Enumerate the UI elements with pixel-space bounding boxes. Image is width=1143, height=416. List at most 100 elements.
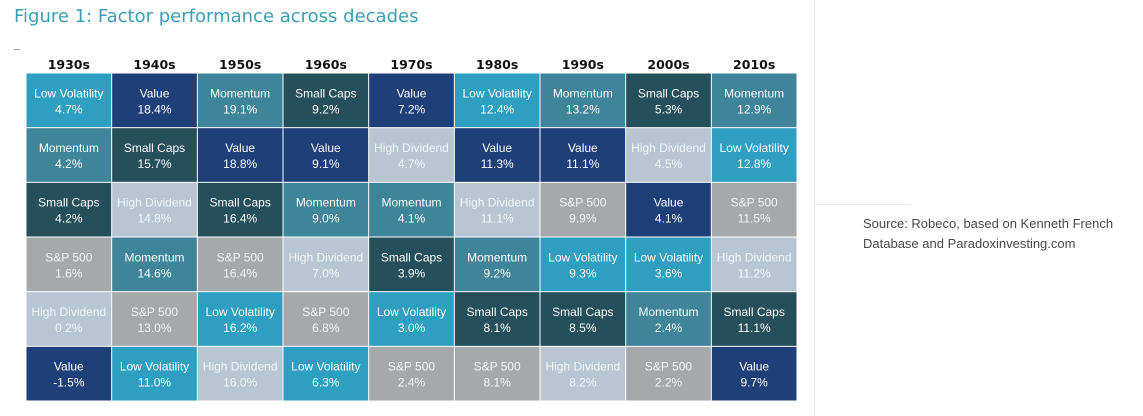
return-value-label: 11.3% bbox=[481, 157, 514, 171]
return-value-label: 2.4% bbox=[655, 321, 683, 335]
factor-label: Momentum bbox=[296, 196, 356, 210]
table-cell: S&P 500 6.8% bbox=[283, 292, 369, 346]
decade-header-1960s: 1960s bbox=[305, 57, 347, 72]
cell-bg-sandp-500 bbox=[454, 346, 540, 401]
factor-label: Low Volatility bbox=[377, 305, 446, 319]
table-cell: Momentum 13.2% bbox=[540, 73, 626, 128]
factor-label: Low Volatility bbox=[291, 360, 360, 374]
table-cell: Low Volatility 16.2% bbox=[197, 292, 283, 346]
cell-bg-sandp-500 bbox=[540, 182, 626, 237]
return-value-label: 9.2% bbox=[483, 266, 511, 280]
factor-label: Value bbox=[654, 196, 684, 210]
return-value-label: 9.0% bbox=[312, 212, 340, 226]
cell-bg-high-dividend bbox=[540, 346, 626, 401]
cell-bg-value bbox=[454, 128, 540, 182]
cell-bg-high-dividend bbox=[112, 182, 197, 237]
return-value-label: 19.1% bbox=[223, 102, 257, 116]
table-cell: Small Caps 9.2% bbox=[283, 73, 369, 128]
return-value-label: 3.0% bbox=[398, 321, 426, 335]
cell-bg-value bbox=[112, 73, 197, 128]
factor-label: Low Volatility bbox=[205, 305, 274, 319]
factor-label: Value bbox=[140, 86, 170, 100]
factor-label: Small Caps bbox=[552, 305, 613, 319]
cell-bg-high-dividend bbox=[711, 237, 797, 292]
table-cell: Momentum 9.2% bbox=[454, 237, 540, 292]
table-cell: S&P 500 16.4% bbox=[197, 237, 283, 292]
return-value-label: 8.1% bbox=[483, 321, 511, 335]
table-cell: Low Volatility 4.7% bbox=[26, 73, 112, 128]
factor-label: High Dividend bbox=[460, 196, 535, 210]
table-cell: Low Volatility 3.0% bbox=[369, 292, 454, 346]
table-cell: High Dividend 11.2% bbox=[711, 237, 797, 292]
cell-bg-momentum bbox=[369, 182, 454, 237]
table-cell: Value 11.3% bbox=[454, 128, 540, 182]
table-cell: High Dividend 4.5% bbox=[626, 128, 711, 182]
title-rule bbox=[14, 49, 20, 50]
cell-bg-high-dividend bbox=[283, 237, 369, 292]
return-value-label: 9.7% bbox=[740, 376, 768, 390]
cell-bg-sandp-500 bbox=[369, 346, 454, 401]
source-note: Source: Robeco, based on Kenneth French … bbox=[863, 216, 1114, 251]
factor-label: High Dividend bbox=[631, 141, 706, 155]
source-rule bbox=[814, 204, 911, 205]
factor-performance-table: 1930s Low Volatility 4.7% Momentum 4.2% Small… bbox=[26, 54, 797, 401]
factor-label: Value bbox=[225, 141, 255, 155]
table-cell: S&P 500 13.0% bbox=[112, 292, 197, 346]
cell-bg-small-caps bbox=[26, 182, 112, 237]
table-cell: Low Volatility 12.4% bbox=[454, 73, 540, 128]
table-cell: Low Volatility 6.3% bbox=[283, 346, 369, 401]
factor-label: Low Volatility bbox=[719, 141, 788, 155]
factor-label: Momentum bbox=[210, 86, 270, 100]
return-value-label: 16.2% bbox=[223, 321, 257, 335]
return-value-label: 7.0% bbox=[312, 266, 340, 280]
return-value-label: 11.1% bbox=[738, 321, 771, 335]
table-cell: Small Caps 16.4% bbox=[197, 182, 283, 237]
return-value-label: 4.7% bbox=[398, 157, 426, 171]
decade-header-1980s: 1980s bbox=[476, 57, 518, 72]
return-value-label: 12.8% bbox=[737, 157, 771, 171]
table-cell: High Dividend 14.8% bbox=[112, 182, 197, 237]
table-cell: Small Caps 11.1% bbox=[711, 292, 797, 346]
cell-bg-low-volatility bbox=[26, 73, 112, 128]
return-value-label: 4.1% bbox=[398, 212, 426, 226]
factor-label: Low Volatility bbox=[120, 360, 189, 374]
cell-bg-sandp-500 bbox=[112, 292, 197, 346]
return-value-label: 3.9% bbox=[398, 266, 426, 280]
factor-label: S&P 500 bbox=[645, 360, 692, 374]
table-cell: S&P 500 2.2% bbox=[626, 346, 711, 401]
factor-label: Value bbox=[739, 360, 769, 374]
factor-label: S&P 500 bbox=[302, 305, 349, 319]
return-value-label: 16.4% bbox=[223, 266, 257, 280]
figure-title: Figure 1: Factor performance across deca… bbox=[14, 6, 419, 27]
table-cell: High Dividend 4.7% bbox=[369, 128, 454, 182]
cell-bg-low-volatility bbox=[626, 237, 711, 292]
factor-label: Small Caps bbox=[124, 141, 185, 155]
factor-label: Small Caps bbox=[638, 86, 699, 100]
factor-label: S&P 500 bbox=[731, 196, 778, 210]
factor-label: Value bbox=[482, 141, 512, 155]
return-value-label: 11.5% bbox=[738, 212, 771, 226]
return-value-label: 11.0% bbox=[138, 376, 171, 390]
table-cell: Value 9.1% bbox=[283, 128, 369, 182]
table-cell: High Dividend 7.0% bbox=[283, 237, 369, 292]
table-cell: Value 4.1% bbox=[626, 182, 711, 237]
return-value-label: 14.6% bbox=[137, 266, 171, 280]
return-value-label: 9.2% bbox=[312, 102, 340, 116]
table-cell: Value 7.2% bbox=[369, 73, 454, 128]
table-cell: S&P 500 1.6% bbox=[26, 237, 112, 292]
table-cell: Low Volatility 9.3% bbox=[540, 237, 626, 292]
table-cell: Value -1.5% bbox=[26, 346, 112, 401]
cell-bg-momentum bbox=[112, 237, 197, 292]
factor-label: Small Caps bbox=[466, 305, 527, 319]
cell-bg-high-dividend bbox=[26, 292, 112, 346]
factor-label: Small Caps bbox=[295, 86, 356, 100]
table-cell: High Dividend 11.1% bbox=[454, 182, 540, 237]
factor-label: S&P 500 bbox=[474, 360, 521, 374]
decade-header-1940s: 1940s bbox=[133, 57, 175, 72]
table-cell: Low Volatility 12.8% bbox=[711, 128, 797, 182]
cell-bg-value bbox=[711, 346, 797, 401]
table-cell: S&P 500 11.5% bbox=[711, 182, 797, 237]
return-value-label: -1.5% bbox=[53, 376, 85, 390]
factor-label: Low Volatility bbox=[634, 250, 703, 264]
table-cell: Small Caps 15.7% bbox=[112, 128, 197, 182]
